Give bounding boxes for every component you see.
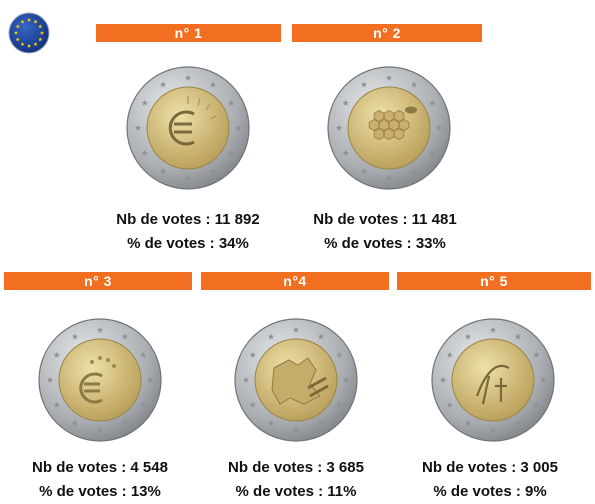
candidate-5-percent: % de votes : 9%	[433, 483, 547, 500]
candidate-2-votes: Nb de votes : 11 481	[313, 211, 457, 228]
candidate-1-coin-icon	[126, 66, 250, 190]
candidate-3-percent: % de votes : 13%	[39, 483, 161, 500]
candidate-1-stats: Nb de votes : 11 892 % de votes : 34%	[88, 208, 288, 256]
candidate-3-votes: Nb de votes : 4 548	[32, 459, 168, 476]
candidate-4-percent: % de votes : 11%	[235, 483, 357, 500]
candidate-2-banner: n° 2	[292, 24, 482, 42]
candidate-3-coin-icon	[38, 318, 162, 442]
candidate-1-banner: n° 1	[96, 24, 281, 42]
candidate-3-banner: n° 3	[4, 272, 192, 290]
candidate-1-percent: % de votes : 34%	[127, 235, 249, 252]
candidate-2-percent: % de votes : 33%	[324, 235, 446, 252]
candidate-4-stats: Nb de votes : 3 685 % de votes : 11%	[196, 456, 396, 504]
candidate-4-coin-icon	[234, 318, 358, 442]
candidate-1-votes: Nb de votes : 11 892	[116, 211, 260, 228]
candidate-3-stats: Nb de votes : 4 548 % de votes : 13%	[0, 456, 200, 504]
candidate-5-stats: Nb de votes : 3 005 % de votes : 9%	[390, 456, 590, 504]
eu-flag-icon	[8, 12, 50, 54]
candidate-5-coin-icon	[431, 318, 555, 442]
candidate-4-votes: Nb de votes : 3 685	[228, 459, 364, 476]
candidate-2-coin-icon	[327, 66, 451, 190]
candidate-4-banner: n°4	[201, 272, 389, 290]
candidate-5-votes: Nb de votes : 3 005	[422, 459, 558, 476]
candidate-5-banner: n° 5	[397, 272, 591, 290]
candidate-2-stats: Nb de votes : 11 481 % de votes : 33%	[285, 208, 485, 256]
